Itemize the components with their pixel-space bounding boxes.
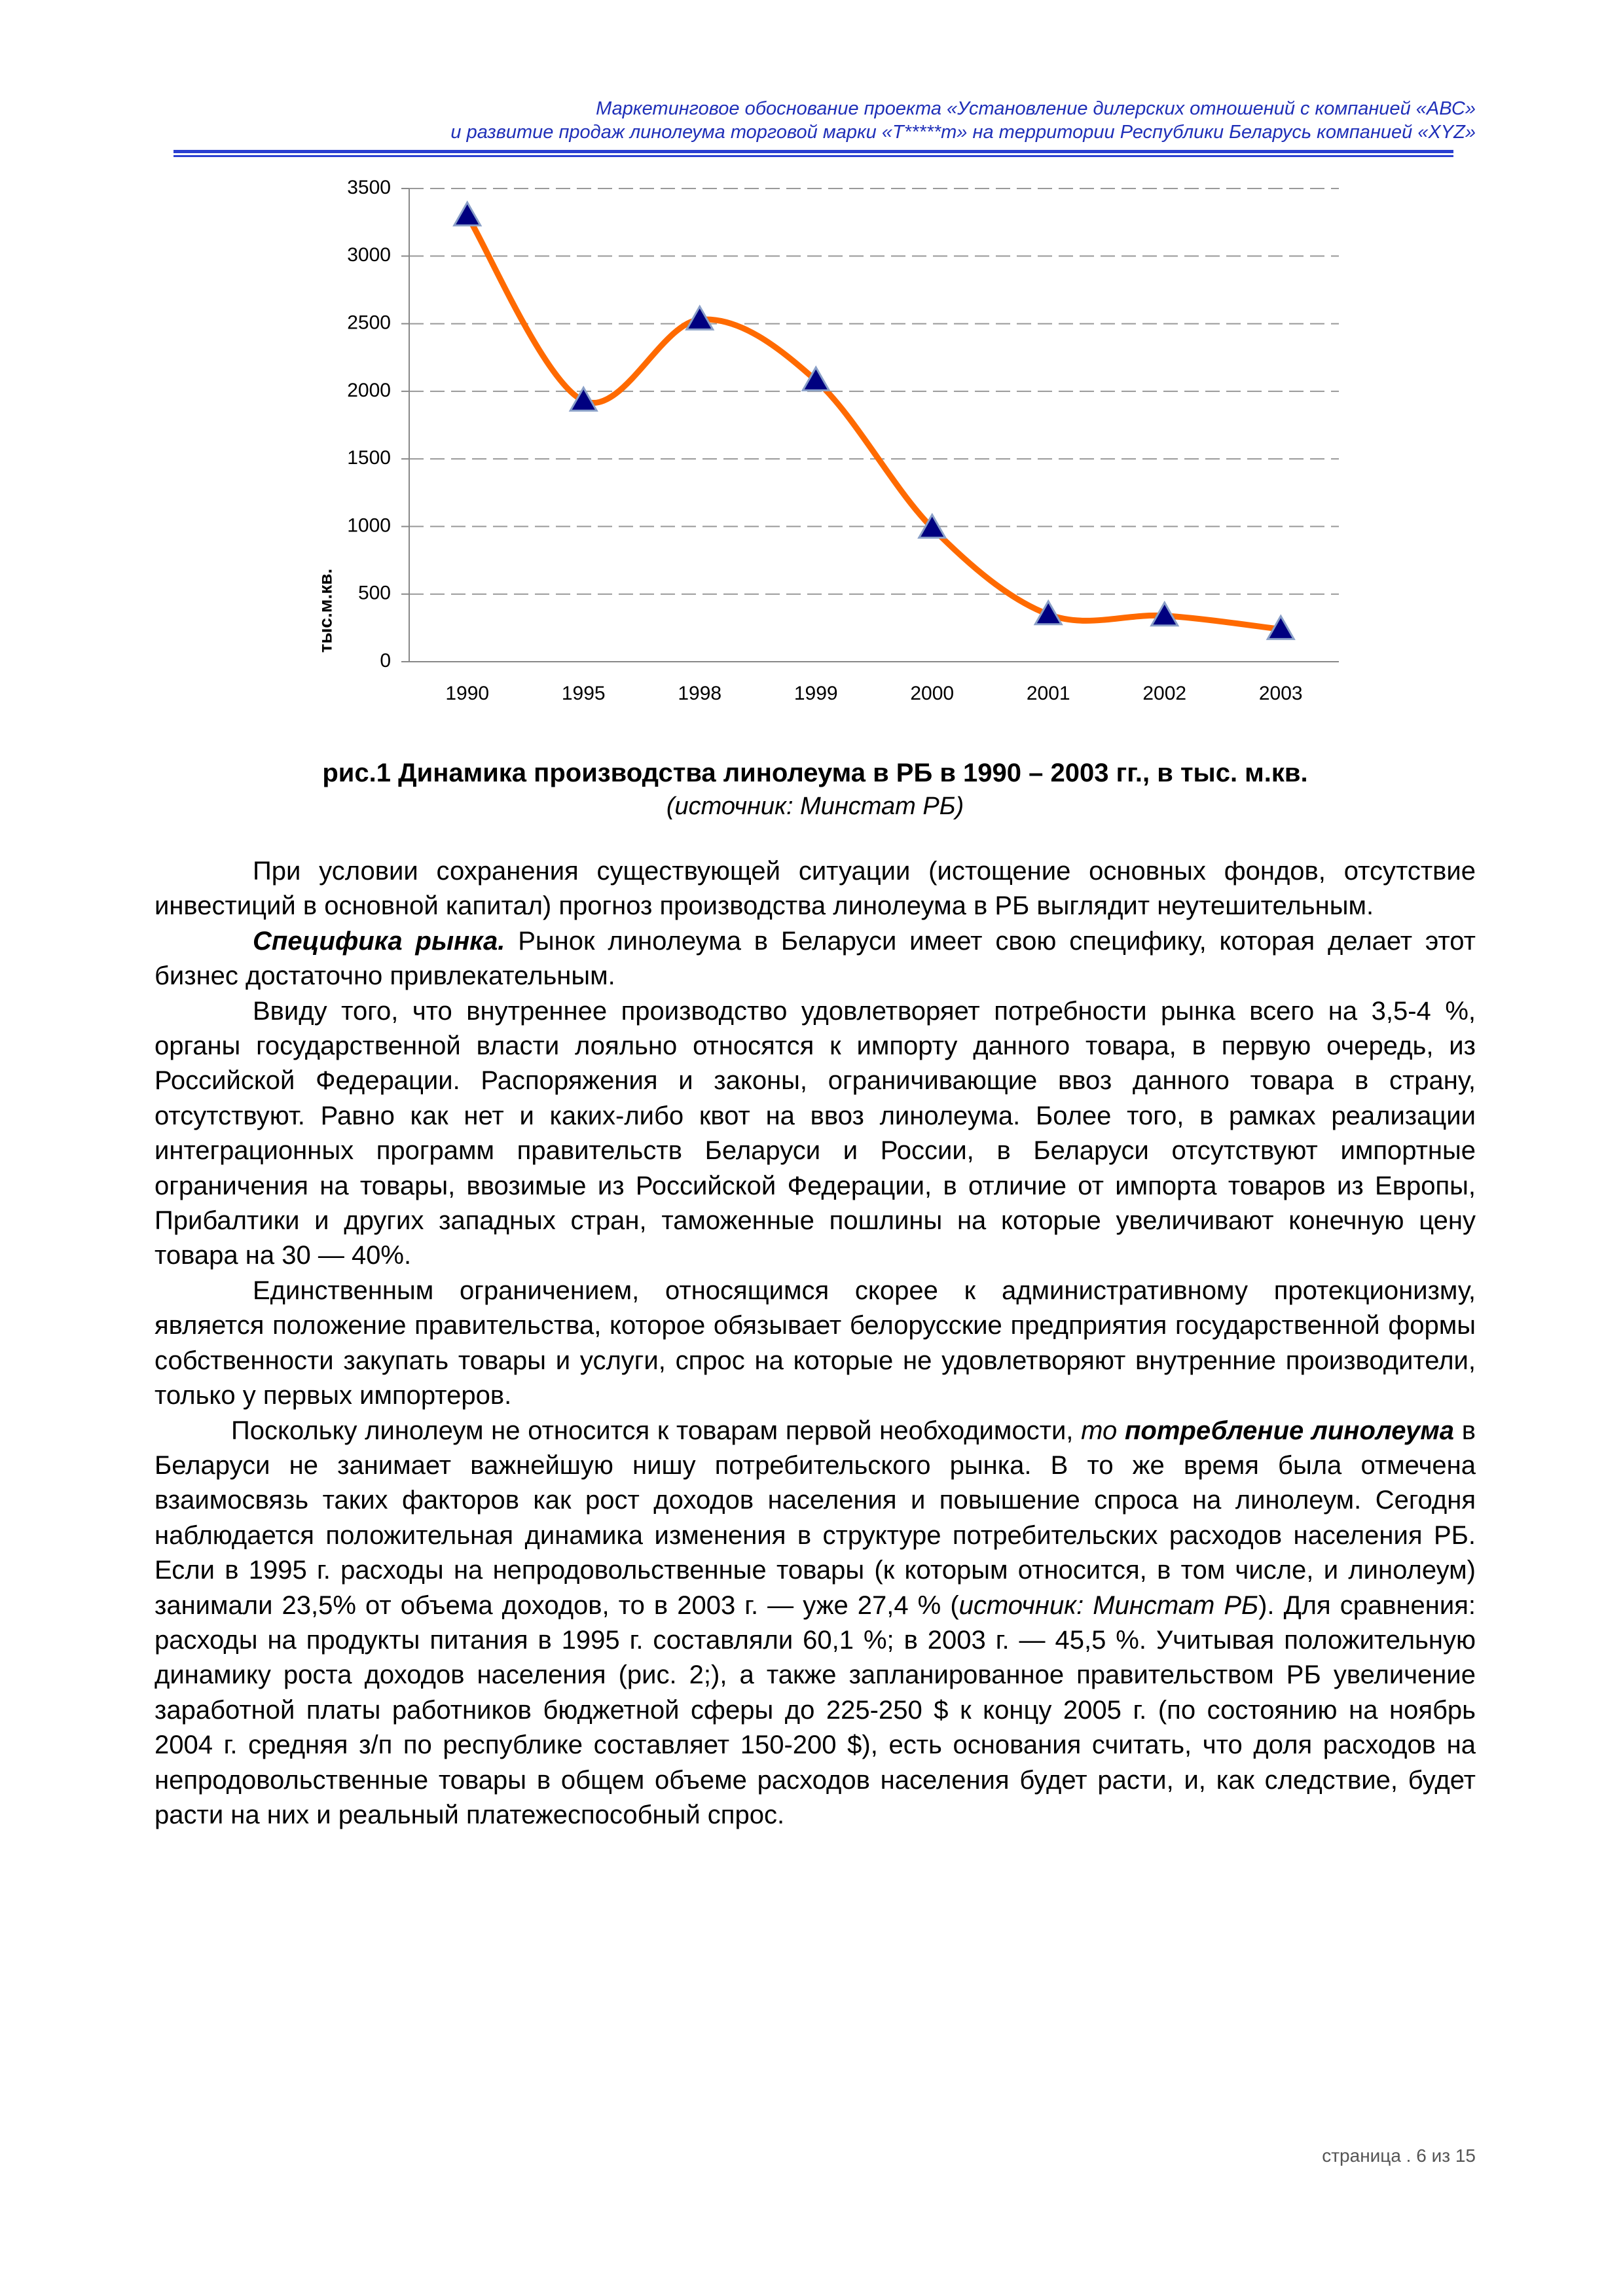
chart: тыс.м.кв. 0 500 1000 1500 2000 2500 3000 3500 19… — [315, 177, 1339, 704]
data-line — [464, 213, 1281, 632]
text-run: При условии сохранения существующей ситу… — [155, 857, 1476, 921]
y-tick-label: 1500 — [347, 447, 391, 469]
y-tick-label: 500 — [358, 583, 391, 604]
text-run: Ввиду того, что внутреннее производство … — [155, 996, 1476, 1270]
caption-source: (источник: Минстат РБ) — [666, 793, 964, 820]
data-marker — [685, 304, 715, 331]
y-tick-label: 3000 — [347, 244, 391, 266]
text-run: Специфика рынка. — [253, 926, 505, 956]
paragraph: Ввиду того, что внутреннее производство … — [155, 994, 1476, 1274]
y-tick-label: 2500 — [347, 312, 391, 333]
data-marker — [801, 365, 831, 391]
data-marker — [452, 200, 483, 226]
paragraph: Единственным ограничением, относящимся с… — [155, 1274, 1476, 1414]
text-run: Рынок линолеума в Беларуси имеет свою сп… — [155, 926, 1476, 991]
x-tick-label: 2001 — [1027, 683, 1070, 704]
x-tick-label: 2003 — [1259, 683, 1303, 704]
y-tick-label: 1000 — [347, 514, 391, 536]
caption-title: рис.1 Динамика производства линолеума в … — [322, 759, 1308, 787]
y-tick-label: 3500 — [347, 177, 391, 198]
paragraph: При условии сохранения существующей ситу… — [155, 854, 1476, 924]
data-marker — [1150, 600, 1180, 627]
page-number: страница . 6 из 15 — [1322, 2145, 1476, 2166]
text-run: в Беларуси не занимает важнейшую нишу по… — [155, 1416, 1476, 1620]
paragraph: Специфика рынка. Рынок линолеума в Белар… — [155, 924, 1476, 994]
text-run: то — [1081, 1416, 1118, 1445]
x-tick-label: 1998 — [678, 683, 721, 704]
paragraph: Поскольку линолеум не относится к товара… — [155, 1414, 1476, 1833]
header-rule — [173, 155, 1453, 157]
data-marker — [1266, 614, 1296, 640]
text-run: Единственным ограничением, относящимся с… — [155, 1276, 1476, 1410]
text-run: потребление линолеума — [1124, 1416, 1455, 1445]
x-tick-label: 2002 — [1142, 683, 1186, 704]
text-run: Поскольку линолеум не относится к товара… — [231, 1416, 1082, 1445]
header-line: и развитие продаж линолеума торговой мар… — [450, 122, 1476, 143]
y-tick-label: 0 — [380, 650, 391, 672]
text-run: ). Для сравнения: расходы на продукты пи… — [155, 1590, 1476, 1829]
y-tick-label: 2000 — [347, 380, 391, 401]
header-line: Маркетинговое обоснование проекта «Устан… — [596, 98, 1476, 119]
x-tick-label: 1999 — [794, 683, 838, 704]
y-axis-label: тыс.м.кв. — [315, 569, 335, 653]
header-rule — [173, 150, 1453, 153]
data-marker — [1033, 599, 1063, 626]
data-marker — [917, 512, 947, 539]
figure-caption: рис.1 Динамика производства линолеума в … — [155, 756, 1476, 823]
data-marker — [568, 386, 598, 412]
x-tick-label: 1995 — [562, 683, 606, 704]
text-run: источник: Минстат РБ — [958, 1590, 1259, 1620]
x-tick-label: 2000 — [910, 683, 954, 704]
x-tick-label: 1990 — [445, 683, 489, 704]
body-text: При условии сохранения существующей ситу… — [155, 854, 1476, 1833]
